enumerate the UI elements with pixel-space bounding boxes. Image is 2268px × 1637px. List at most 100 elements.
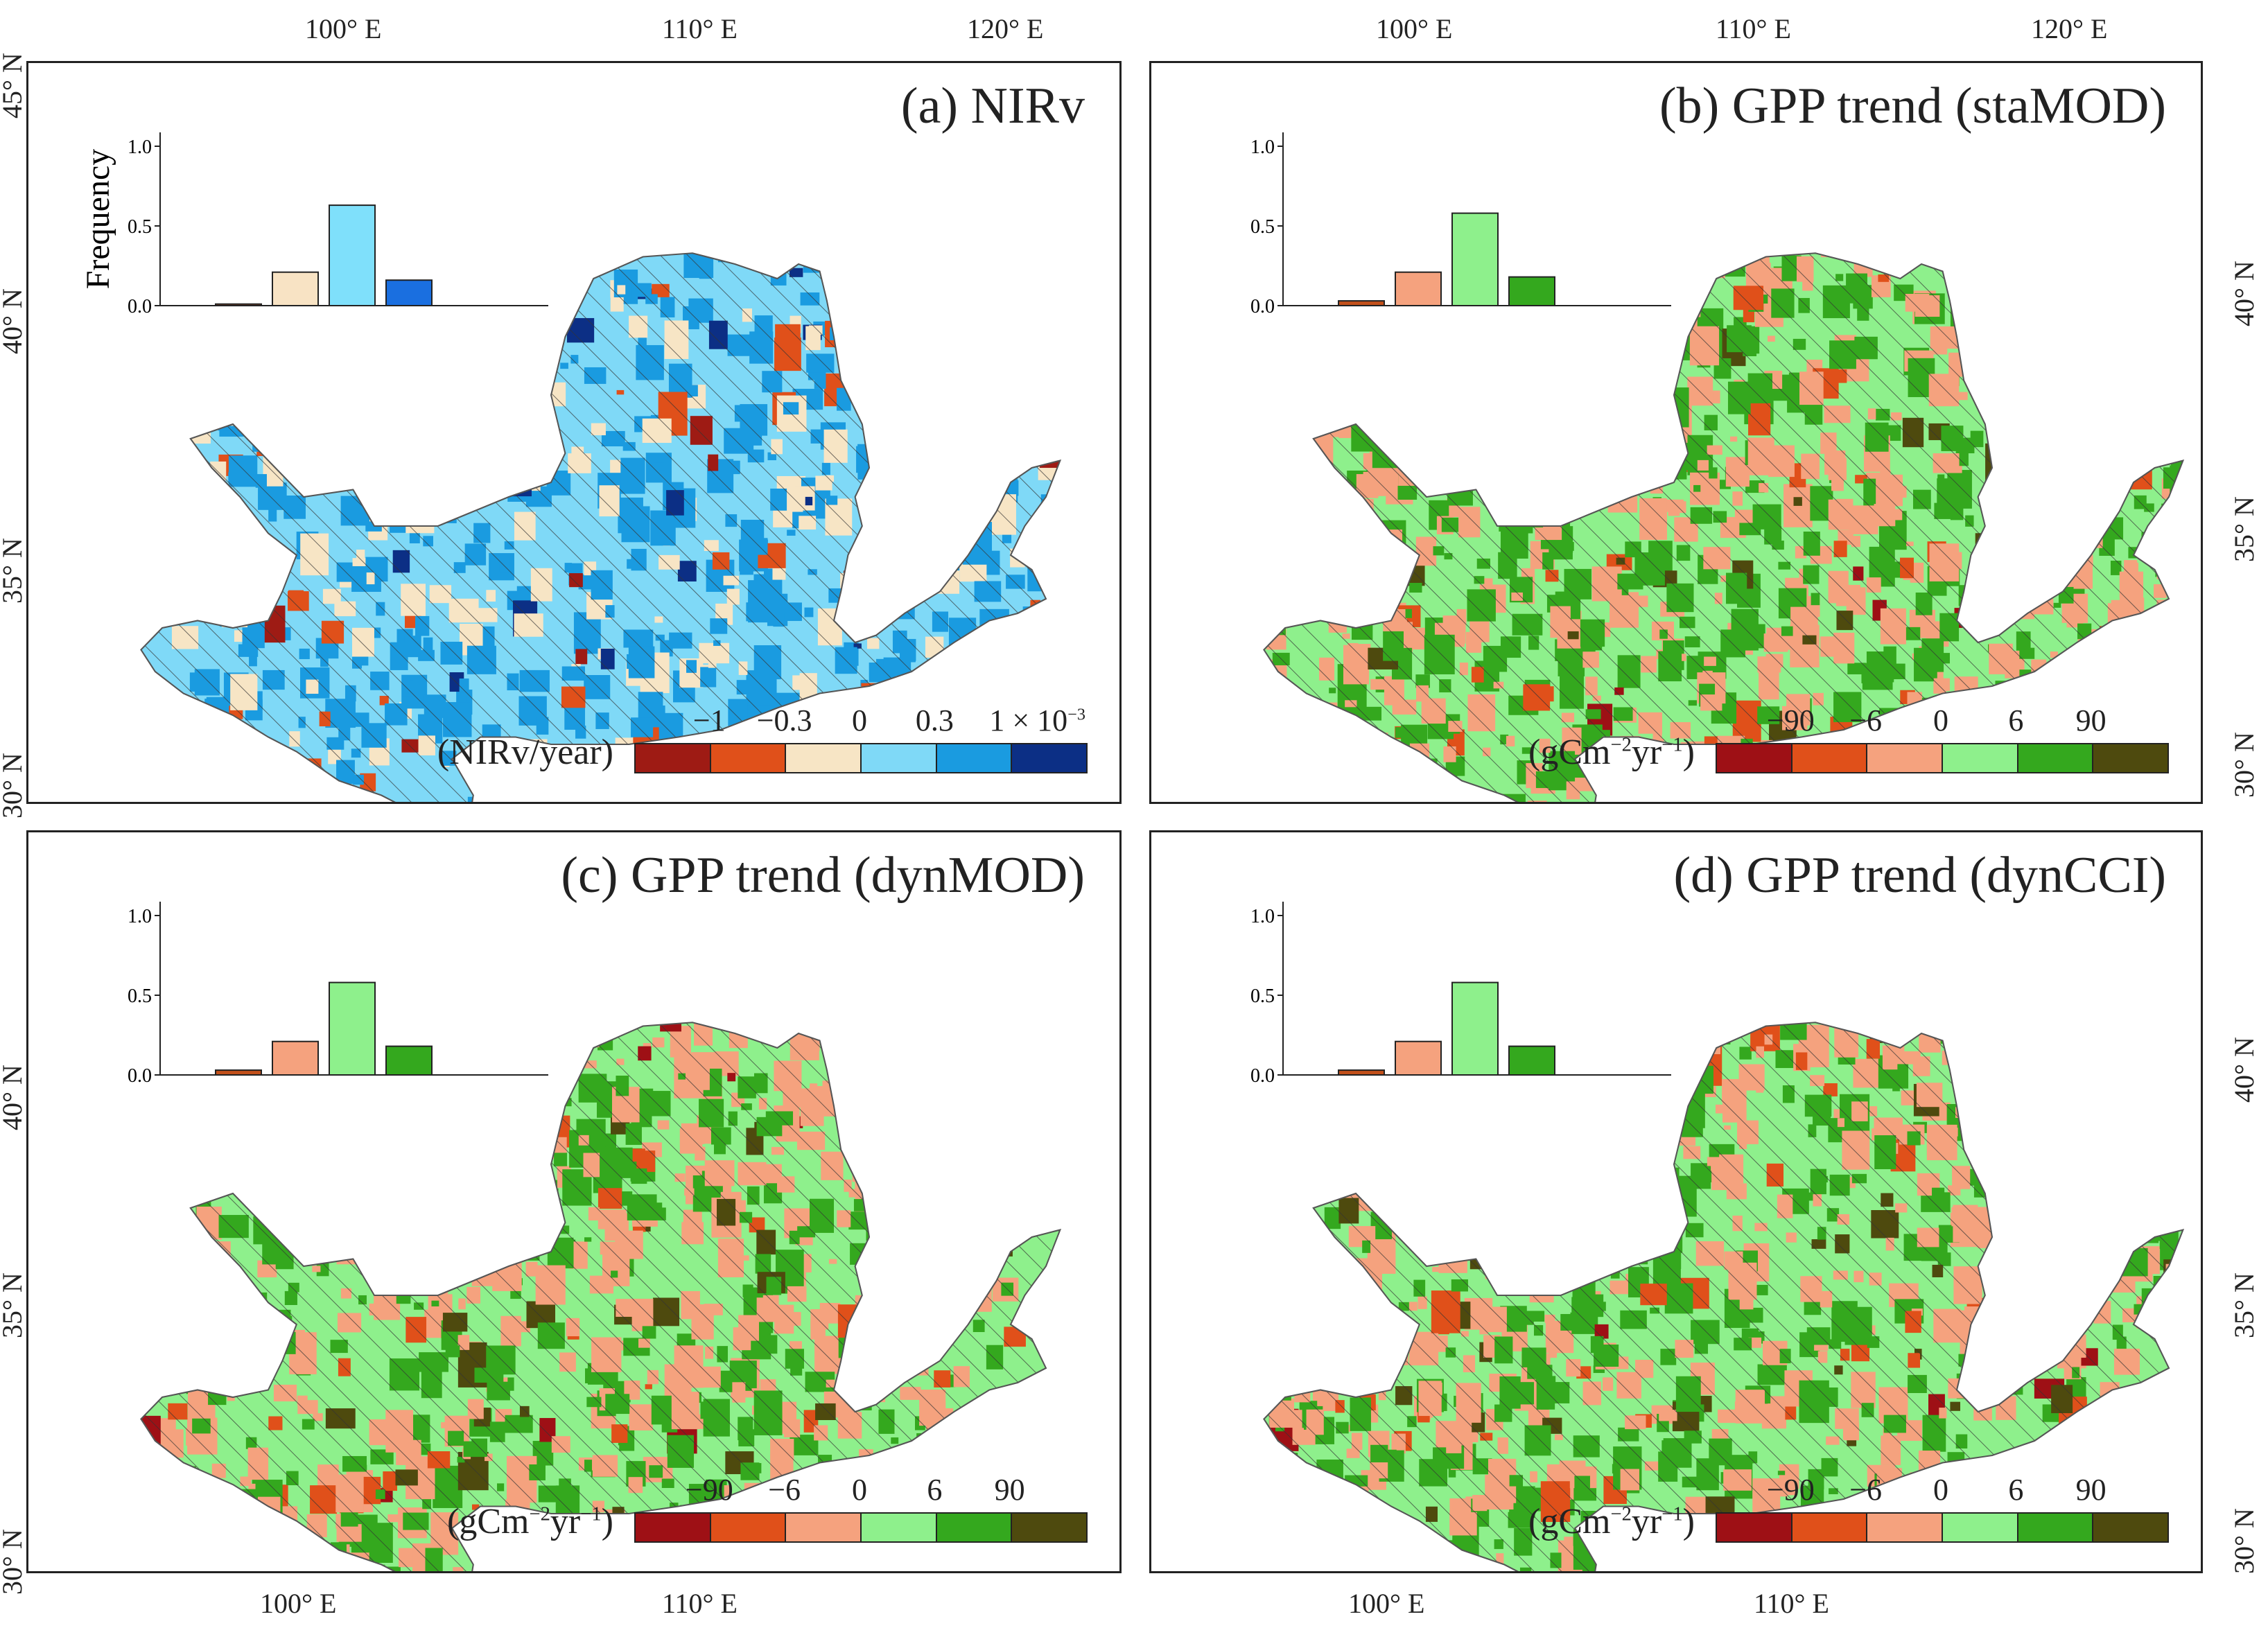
right-lat-30-top: 30° N [2228,732,2260,798]
colorbar-swatch [862,744,937,772]
frequency-histogram: 1.0 0.5 0.0 [128,902,548,1087]
colorbar-swatch [1943,1514,2018,1541]
colorbar-swatch [1792,744,1868,772]
hist-ytick: 0.0 [128,296,152,317]
hist-bar [385,1045,433,1076]
left-lat-40-top: 40° N [0,288,28,354]
hist-ytick: 0.5 [1250,216,1275,238]
colorbar [1716,743,2169,773]
colorbar-tick: 90 [994,1473,1025,1507]
hist-bar [1395,1040,1442,1076]
left-lat-30-bottom: 30° N [0,1529,28,1595]
hist-ytick: 0.5 [1250,986,1275,1007]
colorbar-tick: −6 [1849,703,1883,737]
colorbar-swatch [1717,744,1792,772]
colorbar-tick: 90 [2075,703,2106,737]
frequency-histogram: 1.0 0.5 0.0 [1250,902,1671,1087]
basin-map [140,1022,1062,1571]
colorbar-tick: 6 [2008,703,2024,737]
colorbar [1716,1512,2169,1543]
panel-c: (c) GPP trend (dynMOD) 1.0 0.5 0.0 −90 −6 0 6 90… [26,830,1122,1573]
hist-ytick: 1.0 [128,906,152,927]
colorbar-tick: 0 [1933,703,1948,737]
hist-ytick: 1.0 [1250,906,1275,927]
colorbar-swatch [1943,744,2018,772]
top-lon-100-right: 100° E [1376,13,1453,44]
panel-b: (b) GPP trend (staMOD) 1.0 0.5 0.0 −90 −6 0 6 90… [1149,61,2203,804]
colorbar-unit: (gCm−2yr−1) [447,1502,613,1541]
hist-bar [1338,300,1385,307]
colorbar-tick: 0 [852,1473,867,1507]
basin-map [1263,1022,2185,1571]
top-lon-110-left: 110° E [662,13,738,44]
colorbar-swatch [786,744,862,772]
left-lat-35-top: 35° N [0,538,28,604]
hist-bar [1395,271,1442,306]
bottom-lon-100-right: 100° E [1348,1588,1425,1619]
top-lon-110-right: 110° E [1716,13,1791,44]
colorbar-swatch [936,744,1013,772]
colorbar-tick: −6 [1849,1473,1883,1507]
hist-bar [329,204,376,306]
colorbar-swatch [862,1514,937,1541]
colorbar-exponent: −3 [1067,705,1085,724]
top-lon-120-right: 120° E [2031,13,2108,44]
panel-title: (c) GPP trend (dynMOD) [561,847,1085,904]
colorbar-swatch [1867,744,1944,772]
colorbar-tick: 90 [2075,1473,2106,1507]
left-lat-35-bottom: 35° N [0,1272,28,1338]
colorbar-tick: −0.3 [756,703,812,737]
bottom-lon-100-left: 100° E [260,1588,337,1619]
colorbar-swatch [636,1514,711,1541]
right-lat-40-bottom: 40° N [2228,1037,2260,1103]
hist-bar [1508,276,1555,307]
panel-title: (b) GPP trend (staMOD) [1659,78,2166,134]
colorbar-tick: 1 × 10−3 [989,703,1085,737]
colorbar-swatch [936,1514,1013,1541]
panel-title: (d) GPP trend (dynCCI) [1673,847,2166,904]
colorbar-tick: −6 [768,1473,801,1507]
colorbar-unit: (NIRv/year) [437,733,613,772]
bottom-lon-110-right: 110° E [1754,1588,1829,1619]
colorbar-tick: 6 [2008,1473,2024,1507]
hist-bar [1338,1069,1385,1076]
right-lat-35-top: 35° N [2228,496,2260,562]
left-lat-40-bottom: 40° N [0,1065,28,1130]
colorbar-tick: 0.3 [915,703,954,737]
hist-ytick: 0.0 [128,1065,152,1087]
hist-bar [272,1040,319,1076]
right-lat-30-bottom: 30° N [2228,1508,2260,1574]
colorbar-swatch [1717,1514,1792,1541]
colorbar-swatch [1012,744,1087,772]
colorbar-swatch [2018,744,2094,772]
bottom-lon-110-left: 110° E [662,1588,738,1619]
colorbar-swatch [2018,1514,2094,1541]
right-lat-40-top: 40° N [2228,261,2260,326]
colorbar-swatch [2093,744,2168,772]
colorbar-swatch [710,744,787,772]
colorbar-tick: 6 [927,1473,943,1507]
panel-d: (d) GPP trend (dynCCI) 1.0 0.5 0.0 −90 −6 0 6 90… [1149,830,2203,1573]
colorbar-tick: −90 [1766,1473,1815,1507]
colorbar-swatch [1792,1514,1868,1541]
frequency-histogram: 1.0 0.5 0.0 Frequency [84,132,548,317]
colorbar [634,743,1088,773]
hist-bar [272,271,319,306]
colorbar-unit: (gCm−2yr−1) [1528,1502,1695,1541]
colorbar-tick: 0 [852,703,867,737]
colorbar-swatch [710,1514,787,1541]
colorbar-tick: −90 [685,1473,733,1507]
right-lat-35-bottom: 35° N [2228,1272,2260,1338]
hist-bar [215,303,262,307]
hist-bar [385,279,433,306]
hist-bar [1508,1045,1555,1076]
colorbar [634,1512,1088,1543]
top-lon-120-left: 120° E [967,13,1044,44]
panel-a: (a) NIRv 1.0 0.5 0.0 Frequency −1 −0.3 0 0.3 1 × … [26,61,1122,804]
colorbar-swatch [1867,1514,1944,1541]
basin-map [140,252,1062,802]
colorbar-swatch [2093,1514,2168,1541]
hist-ytick: 0.0 [1250,296,1275,317]
colorbar-swatch [636,744,711,772]
hist-ytick: 1.0 [128,137,152,158]
